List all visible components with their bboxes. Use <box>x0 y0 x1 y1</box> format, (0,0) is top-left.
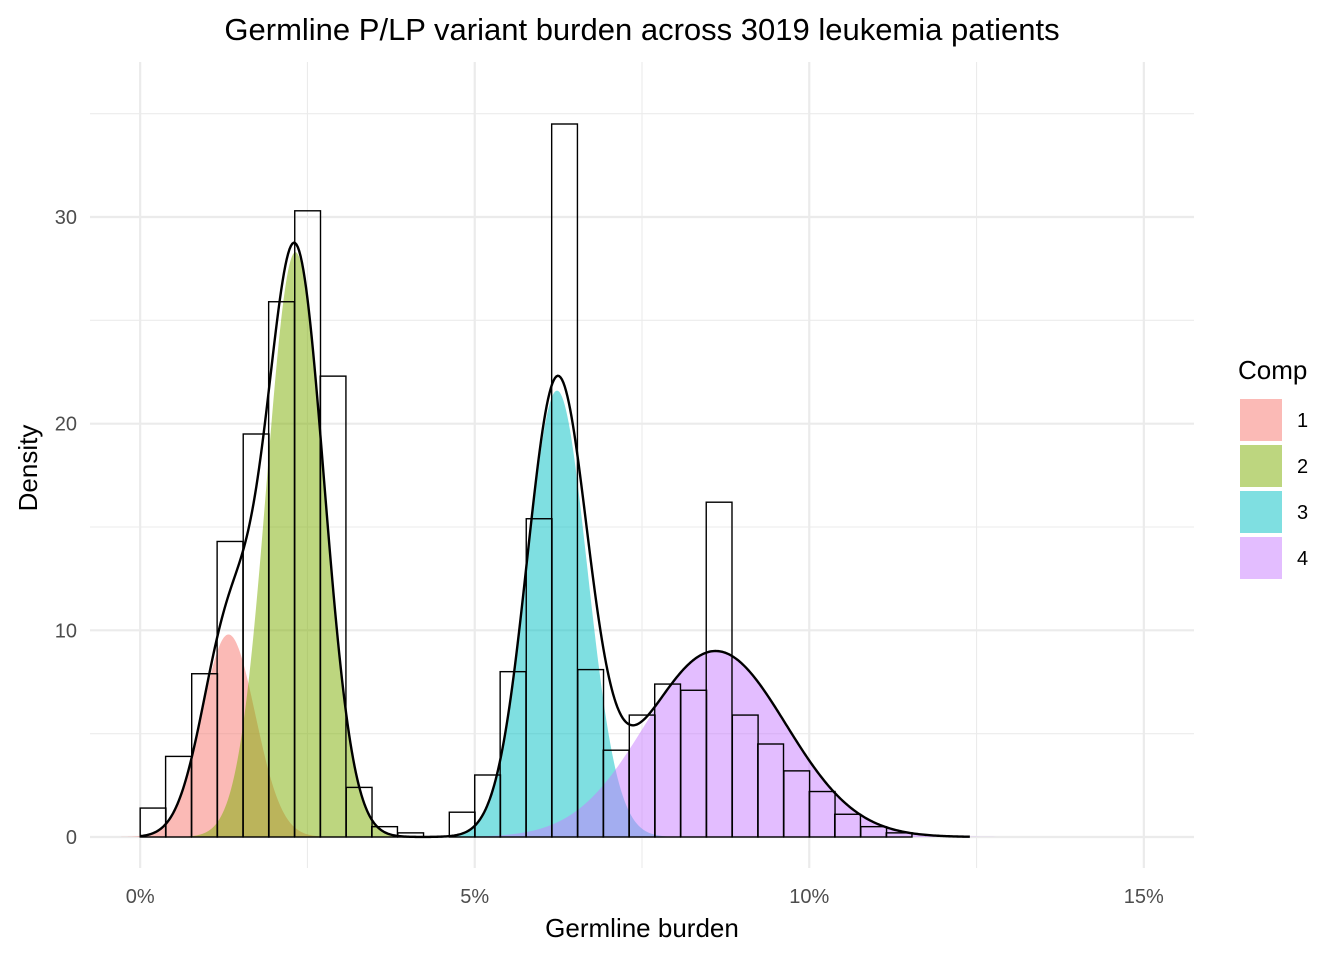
total-density-line <box>140 241 970 839</box>
chart-title: Germline P/LP variant burden across 3019… <box>224 12 1059 47</box>
legend-label-4: 4 <box>1297 548 1308 570</box>
x-tick-label: 5% <box>460 886 489 908</box>
x-tick-label: 15% <box>1124 886 1164 908</box>
x-tick-label: 0% <box>126 886 155 908</box>
legend: Comp 1 2 3 4 <box>1238 355 1308 579</box>
y-tick-label: 0 <box>66 827 77 849</box>
component-fill-1 <box>116 634 341 837</box>
y-axis-ticks: 0 10 20 30 <box>55 207 77 849</box>
x-axis-title: Germline burden <box>545 913 739 943</box>
legend-title: Comp <box>1238 355 1307 385</box>
total-density-curve <box>140 241 970 839</box>
component-fill-3 <box>430 390 684 837</box>
y-tick-label: 10 <box>55 620 77 642</box>
y-tick-label: 20 <box>55 414 77 436</box>
legend-swatch-3 <box>1240 491 1282 533</box>
histogram-bar <box>885 832 913 838</box>
legend-swatch-1 <box>1240 399 1282 441</box>
legend-swatch-2 <box>1240 445 1282 487</box>
component-density-fills <box>116 252 1011 837</box>
histogram-bar <box>550 123 579 838</box>
histogram-bar <box>370 825 399 838</box>
histogram-bar <box>319 375 347 838</box>
y-axis-title: Density <box>13 425 43 512</box>
legend-label-3: 3 <box>1297 502 1308 524</box>
y-tick-label: 30 <box>55 207 77 229</box>
x-axis-ticks: 0% 5% 10% 15% <box>126 886 1164 908</box>
x-tick-label: 10% <box>789 886 829 908</box>
histogram-bar <box>705 501 733 838</box>
histogram-bar <box>860 825 888 838</box>
component-fill-4 <box>420 651 1011 837</box>
legend-label-1: 1 <box>1297 410 1308 432</box>
histogram-bars <box>139 123 913 838</box>
legend-swatch-4 <box>1240 537 1282 579</box>
legend-label-2: 2 <box>1297 456 1308 478</box>
histogram-bar <box>833 813 862 838</box>
